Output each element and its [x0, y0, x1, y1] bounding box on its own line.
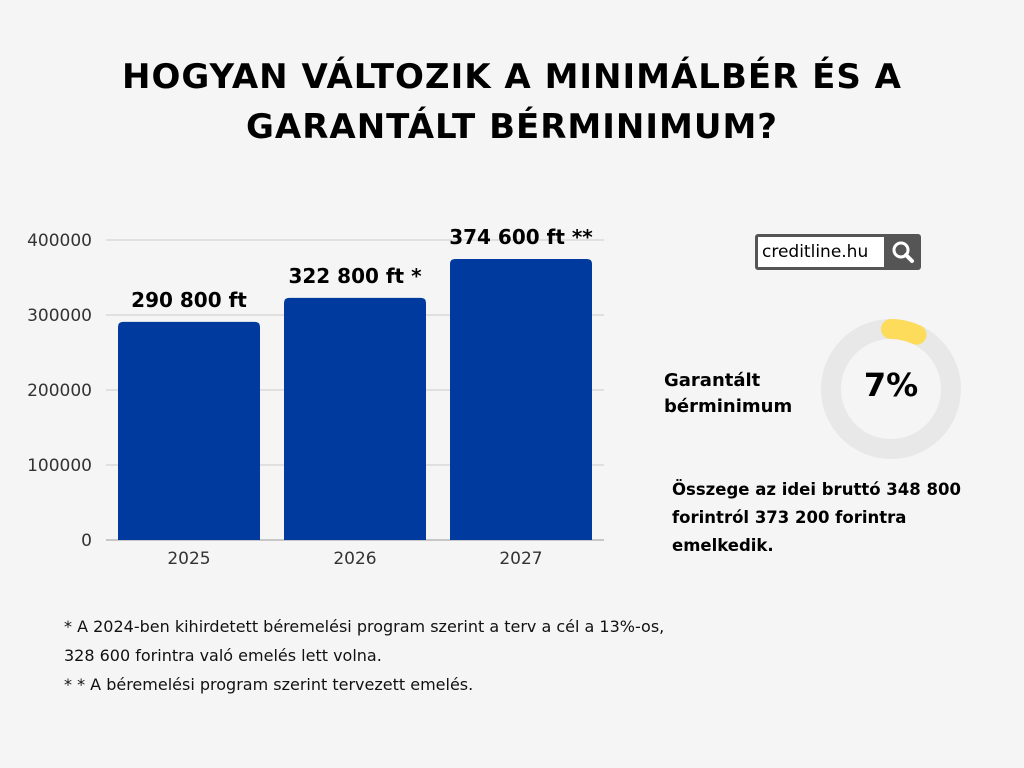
x-tick-label: 2025 [167, 549, 210, 569]
gauge-label-line-1: Garantált [664, 370, 761, 391]
y-tick-label: 200000 [27, 381, 92, 401]
data-label: 290 800 ft [131, 288, 247, 312]
y-tick-label: 0 [81, 531, 92, 551]
gauge-value: 7% [863, 366, 919, 404]
description-line: emelkedik. [672, 536, 774, 555]
y-tick-label: 100000 [27, 456, 92, 476]
bar [284, 297, 426, 540]
y-tick-label: 400000 [27, 231, 92, 251]
donut-gauge [821, 319, 961, 459]
x-tick-label: 2027 [499, 549, 542, 569]
title-line-1: Hogyan változik a minimálbér és a [121, 57, 902, 97]
x-tick-label: 2026 [333, 549, 376, 569]
description-line: forintról 373 200 forintra [672, 508, 907, 527]
footnote: * * A béremelési program szerint terveze… [64, 675, 474, 694]
data-label: 374 600 ft ** [449, 225, 593, 249]
footnote: 328 600 forintra való emelés lett volna. [64, 646, 382, 665]
gauge-label-line-2: bérminimum [664, 396, 793, 417]
bar-chart: 0 100000 200000 300000 400000 290 800 ft 2025 3… [27, 225, 604, 569]
y-tick-label: 300000 [27, 306, 92, 326]
title-line-2: garantált bérminimum? [245, 107, 778, 147]
footnotes: * A 2024-ben kihirdetett béremelési prog… [64, 612, 664, 699]
footnote: * A 2024-ben kihirdetett béremelési prog… [64, 617, 665, 636]
gauge-label: Garantált bérminimum [664, 368, 792, 420]
gauge-progress [881, 319, 927, 345]
search-input[interactable]: creditline.hu [758, 237, 884, 267]
page-title: Hogyan változik a minimálbér és a garant… [0, 52, 1024, 152]
search-button[interactable] [885, 234, 921, 270]
search-icon [892, 241, 914, 263]
bar [118, 321, 260, 540]
description-line: Összege az idei bruttó 348 800 [672, 480, 961, 499]
data-label: 322 800 ft * [288, 264, 422, 288]
bar [450, 259, 592, 540]
description: Összege az idei bruttó 348 800 forintról… [672, 476, 992, 560]
search-box[interactable]: creditline.hu [755, 234, 921, 270]
